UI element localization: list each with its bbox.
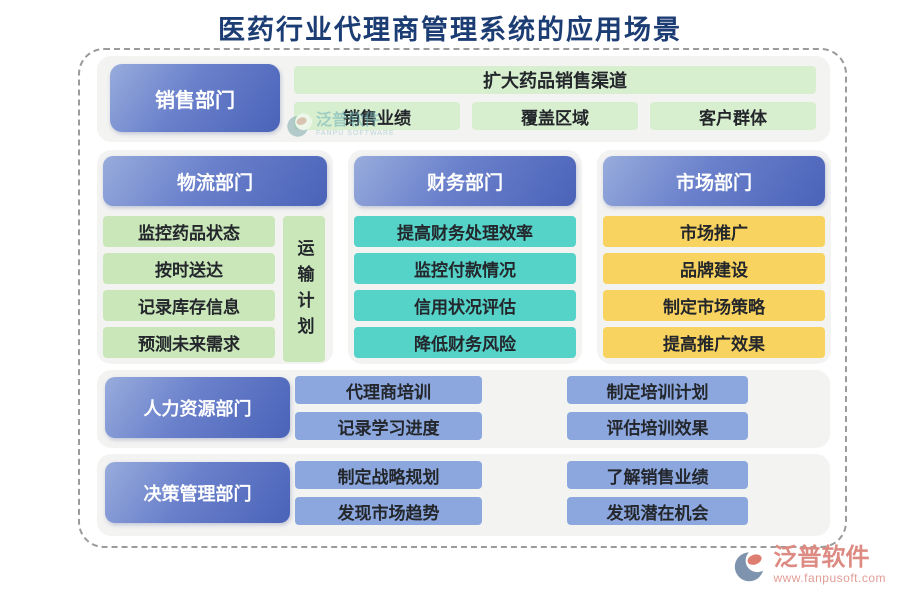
logistics-dept-header: 物流部门 [103, 156, 327, 206]
dashed-frame [78, 48, 847, 548]
finance-dept-header: 财务部门 [354, 156, 576, 206]
footer-brand: 泛普软件 www.fanpusoft.com [733, 545, 886, 586]
hr-dept-header: 人力资源部门 [105, 377, 290, 438]
sales-item-performance: 销售业绩 [294, 102, 460, 130]
finance-item-efficiency: 提高财务处理效率 [354, 216, 576, 247]
market-item-brand: 品牌建设 [603, 253, 825, 284]
decision-item-market-trends: 发现市场趋势 [295, 497, 482, 525]
logistics-item-on-time: 按时送达 [103, 253, 275, 284]
market-item-promotion: 市场推广 [603, 216, 825, 247]
sales-banner: 扩大药品销售渠道 [294, 66, 816, 94]
hr-item-learning-progress: 记录学习进度 [295, 412, 482, 440]
sales-section: 销售部门 扩大药品销售渠道 销售业绩 覆盖区域 客户群体 [97, 56, 830, 142]
sales-dept-header: 销售部门 [110, 64, 280, 132]
decision-item-sales-performance: 了解销售业绩 [567, 461, 748, 489]
decision-section: 决策管理部门 制定战略规划 发现市场趋势 了解销售业绩 发现潜在机会 [97, 454, 830, 536]
sales-item-coverage: 覆盖区域 [472, 102, 638, 130]
sales-item-customers: 客户群体 [650, 102, 816, 130]
market-dept-header: 市场部门 [603, 156, 825, 206]
finance-item-payments: 监控付款情况 [354, 253, 576, 284]
hr-item-agent-training: 代理商培训 [295, 376, 482, 404]
hr-section: 人力资源部门 代理商培训 记录学习进度 制定培训计划 评估培训效果 [97, 370, 830, 448]
finance-item-credit: 信用状况评估 [354, 290, 576, 321]
hr-item-training-evaluation: 评估培训效果 [567, 412, 748, 440]
market-item-strategy: 制定市场策略 [603, 290, 825, 321]
finance-section: 财务部门 提高财务处理效率 监控付款情况 信用状况评估 降低财务风险 [348, 150, 582, 364]
logistics-item-forecast: 预测未来需求 [103, 327, 275, 358]
logistics-item-inventory: 记录库存信息 [103, 290, 275, 321]
market-item-effect: 提高推广效果 [603, 327, 825, 358]
market-section: 市场部门 市场推广 品牌建设 制定市场策略 提高推广效果 [597, 150, 831, 364]
hr-item-training-plan: 制定培训计划 [567, 376, 748, 404]
logistics-section: 物流部门 监控药品状态 按时送达 记录库存信息 预测未来需求 运输计划 [97, 150, 333, 364]
decision-dept-header: 决策管理部门 [105, 462, 290, 523]
logistics-transport-plan-bar: 运输计划 [283, 216, 325, 362]
decision-item-strategic-planning: 制定战略规划 [295, 461, 482, 489]
footer-brand-name: 泛普软件 [773, 545, 870, 571]
fanpu-logo-icon [735, 548, 770, 582]
decision-item-opportunities: 发现潜在机会 [567, 497, 748, 525]
logistics-item-monitor-status: 监控药品状态 [103, 216, 275, 247]
page-title: 医药行业代理商管理系统的应用场景 [218, 15, 682, 45]
footer-brand-url: www.fanpusoft.com [773, 571, 886, 586]
finance-item-risk: 降低财务风险 [354, 327, 576, 358]
